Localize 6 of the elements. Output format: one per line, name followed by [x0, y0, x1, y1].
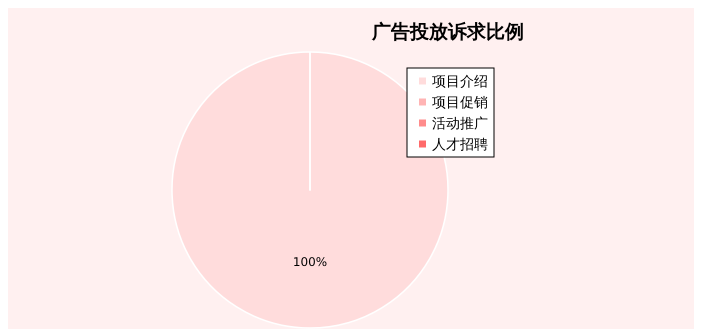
legend-label: 人才招聘 [432, 136, 488, 152]
data-label: 100% [292, 255, 328, 269]
legend-label: 项目介绍 [432, 73, 488, 89]
legend-label: 活动推广 [432, 115, 488, 131]
chart-title: 广告投放诉求比例 [371, 21, 524, 43]
legend-label: 项目促销 [432, 94, 488, 110]
